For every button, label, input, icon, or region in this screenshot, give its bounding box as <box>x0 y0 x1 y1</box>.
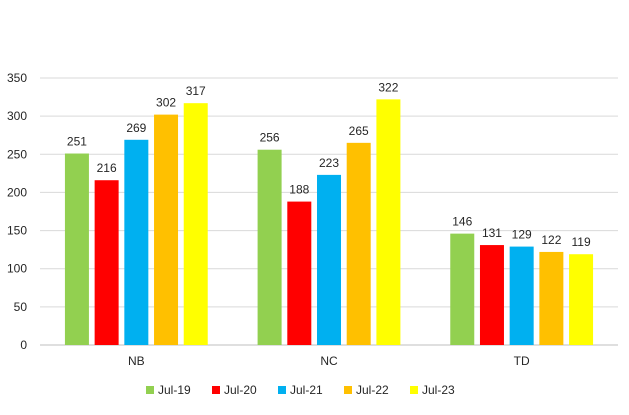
data-label: 269 <box>126 121 146 135</box>
bar-nb-jul-21 <box>124 139 149 345</box>
bar-td-jul-21 <box>509 246 534 345</box>
data-label: 146 <box>452 215 472 229</box>
legend-label: Jul-19 <box>158 383 191 397</box>
y-tick-label: 350 <box>7 71 27 85</box>
data-label: 251 <box>67 135 87 149</box>
data-label: 322 <box>378 80 398 94</box>
bar-nc-jul-22 <box>346 142 371 345</box>
legend-swatch <box>212 386 220 394</box>
y-axis-ticks: 0 50 100 150 200 250 300 350 <box>7 71 27 352</box>
legend-swatch <box>278 386 286 394</box>
bar-td-jul-23 <box>569 254 594 345</box>
bar-td-jul-19 <box>450 233 475 345</box>
bar-nb-jul-22 <box>154 114 179 345</box>
y-tick-label: 50 <box>14 300 28 314</box>
x-category-label: TD <box>514 354 530 368</box>
bar-nc-jul-20 <box>287 201 312 345</box>
bars <box>64 99 594 345</box>
data-label: 317 <box>186 84 206 98</box>
legend-label: Jul-22 <box>356 383 389 397</box>
bar-nb-jul-23 <box>183 103 208 345</box>
legend: Jul-19 Jul-20 Jul-21 Jul-22 Jul-23 <box>146 383 455 397</box>
bar-nc-jul-19 <box>257 149 282 345</box>
data-label: 122 <box>541 233 561 247</box>
bar-nb-jul-19 <box>64 153 89 345</box>
y-tick-label: 0 <box>20 338 27 352</box>
bar-nc-jul-21 <box>317 174 341 345</box>
bar-td-jul-20 <box>479 245 504 345</box>
data-label: 302 <box>156 96 176 110</box>
x-category-label: NC <box>320 354 338 368</box>
legend-swatch <box>146 386 154 394</box>
legend-label: Jul-20 <box>224 383 257 397</box>
legend-swatch <box>410 386 418 394</box>
data-labels: 251 216 269 302 317 256 188 223 265 322 146 131 129 1… <box>67 80 591 249</box>
data-label: 256 <box>260 131 280 145</box>
x-category-label: NB <box>128 354 145 368</box>
data-label: 119 <box>571 235 590 249</box>
data-label: 131 <box>482 226 502 240</box>
bar-nc-jul-23 <box>376 99 401 345</box>
data-label: 216 <box>97 161 117 175</box>
data-label: 265 <box>349 124 369 138</box>
y-tick-label: 100 <box>7 262 27 276</box>
data-label: 129 <box>512 228 532 242</box>
bar-nb-jul-20 <box>94 180 119 345</box>
legend-label: Jul-21 <box>290 383 323 397</box>
y-tick-label: 250 <box>7 147 27 161</box>
data-label: 223 <box>319 156 339 170</box>
y-tick-label: 200 <box>7 185 27 199</box>
legend-label: Jul-23 <box>422 383 455 397</box>
data-label: 188 <box>289 183 309 197</box>
x-axis-categories: NB NC TD <box>128 354 530 368</box>
y-tick-label: 150 <box>7 224 27 238</box>
y-tick-label: 300 <box>7 109 27 123</box>
legend-swatch <box>344 386 352 394</box>
bar-td-jul-22 <box>539 251 564 345</box>
